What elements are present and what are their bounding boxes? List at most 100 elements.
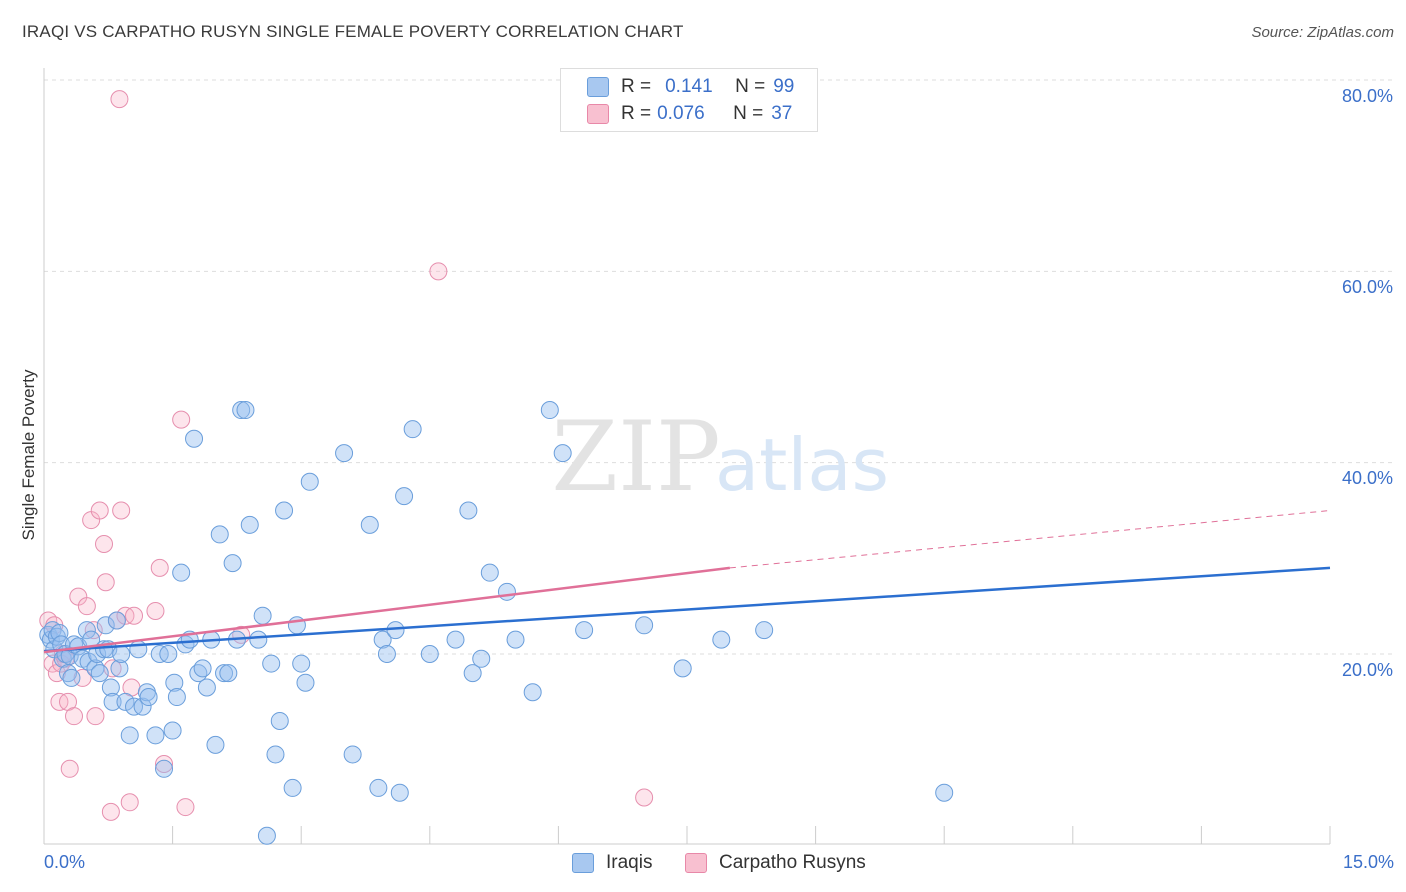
iraqi-point (275, 501, 294, 520)
chart-title: IRAQI VS CARPATHO RUSYN SINGLE FEMALE PO… (22, 22, 684, 41)
iraqi-point (377, 645, 396, 663)
iraqi-point (133, 697, 152, 716)
iraqi-point (165, 673, 184, 692)
iraqi-point (553, 444, 572, 463)
iraqi-point (77, 621, 96, 640)
iraqi-point (480, 563, 499, 582)
legend-n-value-iraqis: 99 (773, 76, 795, 97)
iraqi-point (172, 563, 191, 582)
carpatho-rusyn-point (155, 755, 174, 774)
carpatho-rusyn-point (146, 601, 165, 620)
iraqi-point (240, 515, 259, 534)
iraqi-point (673, 659, 692, 678)
iraqi-point (270, 711, 289, 730)
iraqi-point (219, 664, 238, 683)
carpatho-rusyn-trend-line (43, 566, 731, 654)
iraqi-point (232, 401, 251, 420)
iraqi-point (139, 688, 158, 707)
iraqi-point (459, 501, 478, 520)
legend-label-carpatho-rusyns: Carpatho Rusyns (719, 852, 866, 873)
watermark-zip: ZIP (551, 401, 720, 513)
legend-item-iraqis[interactable]: Iraqis (572, 852, 652, 874)
iraqi-point (210, 525, 229, 544)
iraqi-point (146, 726, 165, 745)
iraqi-point (506, 630, 525, 649)
source-label: Source: ZipAtlas.com (1251, 24, 1394, 41)
iraqi-point (249, 630, 268, 649)
carpatho-rusyn-point (112, 501, 131, 520)
iraqi-point (266, 745, 285, 764)
carpatho-rusyn-point (125, 606, 144, 625)
axes (43, 68, 1331, 845)
carpatho-rusyn-point (172, 410, 191, 429)
iraqi-point (575, 621, 594, 640)
iraqi-point (262, 654, 281, 673)
iraqi-point (369, 778, 388, 797)
watermark-atlas: atlas (715, 423, 889, 507)
carpatho-rusyn-point (86, 707, 105, 726)
iraqi-point (292, 654, 311, 673)
carpatho-rusyn-point (90, 501, 109, 520)
iraqi-point (116, 692, 135, 711)
iraqi-point (712, 630, 731, 649)
iraqi-point (159, 645, 178, 663)
iraqi-point (103, 692, 122, 711)
iraqi-point (395, 487, 414, 506)
legend-item-carpatho-rusyns[interactable]: Carpatho Rusyns (685, 852, 866, 874)
x-tick-min: 0.0% (44, 852, 86, 872)
x-tick-max: 15.0% (1342, 852, 1394, 872)
carpatho-rusyn-point (96, 573, 115, 592)
iraqi-point (296, 673, 315, 692)
iraqi-point (50, 623, 69, 642)
iraqi-point (206, 735, 225, 754)
iraqi-point (185, 429, 204, 448)
iraqi-point (446, 630, 465, 649)
iraqi-point (360, 515, 379, 534)
iraqi-point (193, 659, 212, 678)
carpatho-rusyn-point (150, 558, 169, 577)
legend-swatch (572, 853, 594, 873)
iraqi-point (62, 668, 81, 687)
iraqi-point (373, 630, 392, 649)
carpatho-rusyn-point (176, 798, 195, 817)
legend-row-iraqis: R = 0.141 N = 99 (587, 75, 794, 99)
iraqi-point (101, 678, 120, 697)
iraqi-point (755, 621, 774, 640)
legend-swatch (685, 853, 707, 873)
iraqi-point (283, 778, 302, 797)
iraqi-points (39, 401, 954, 845)
legend-n-label: N = (733, 103, 764, 124)
legend-r-label: R = (621, 76, 652, 97)
iraqi-point (215, 664, 234, 683)
carpatho-rusyn-point (429, 262, 448, 281)
legend-r-value-carpatho-rusyns: 0.076 (657, 103, 705, 124)
iraqi-point (253, 606, 272, 625)
carpatho-rusyn-point (77, 597, 96, 616)
iraqi-point (390, 783, 409, 802)
iraqi-point (386, 621, 405, 640)
iraqi-point (403, 420, 422, 439)
iraqi-point (96, 616, 115, 635)
iraqi-point (472, 649, 491, 668)
iraqi-point (540, 401, 559, 420)
grid (44, 79, 1392, 655)
carpatho-rusyn-point (101, 802, 120, 821)
iraqi-point (167, 688, 186, 707)
iraqi-point (155, 759, 174, 778)
iraqi-point (112, 645, 131, 663)
iraqi-point (463, 664, 482, 683)
iraqi-point (523, 683, 542, 702)
iraqi-point (163, 721, 182, 740)
iraqi-point (107, 611, 126, 630)
legend-n-value-carpatho-rusyns: 37 (771, 103, 793, 124)
series-legend: Iraqis Carpatho Rusyns (0, 852, 1406, 878)
iraqi-point (110, 659, 129, 678)
carpatho-rusyn-point (110, 90, 129, 109)
iraqi-point (635, 616, 654, 635)
carpatho-rusyn-point (60, 759, 79, 778)
y-tick-60: 60.0% (1341, 277, 1393, 297)
legend-swatch-iraqis (587, 77, 609, 97)
carpatho-rusyn-point (65, 707, 84, 726)
legend-label-iraqis: Iraqis (606, 852, 653, 873)
carpatho-rusyn-trend-extension (729, 510, 1331, 569)
